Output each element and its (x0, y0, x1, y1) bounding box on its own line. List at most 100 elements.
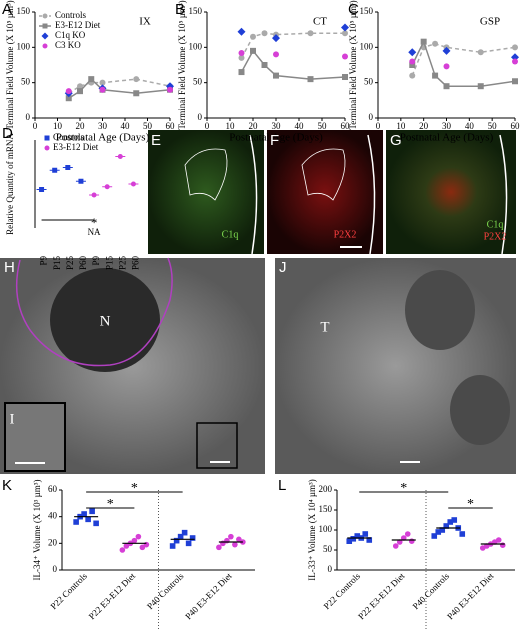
x-tick-label: P40 E3-E12 Diet (183, 570, 234, 621)
y-tick-label: 50 (364, 77, 374, 87)
image-E (148, 130, 264, 255)
annotation: * (91, 215, 98, 230)
x-tick-label: 30 (272, 121, 282, 131)
y-tick-label: 150 (360, 6, 374, 16)
marker (495, 537, 502, 543)
panel-letter: K (2, 477, 12, 494)
marker (238, 69, 245, 76)
marker (238, 54, 245, 61)
marker (342, 53, 348, 60)
x-tick-label: 50 (488, 121, 498, 131)
image-label: P2X2 (484, 231, 507, 242)
marker (354, 533, 361, 539)
marker (431, 533, 438, 539)
y-axis-label: Terminal Field Volume (X 10⁵ µm³) (5, 0, 15, 129)
chart-title: GSP (480, 16, 500, 28)
marker (404, 531, 411, 537)
image-H (0, 257, 265, 474)
panel-letter: C (348, 1, 359, 18)
panel-letter: A (2, 1, 12, 18)
marker (512, 44, 518, 51)
image-G (386, 130, 516, 255)
image-label: C1q (222, 229, 239, 240)
marker (443, 63, 450, 70)
x-tick-label: 50 (318, 121, 328, 131)
marker (133, 76, 140, 83)
x-tick-label: P60 (131, 256, 141, 271)
marker (167, 86, 173, 93)
legend-label: Controls (55, 10, 87, 20)
marker (366, 537, 373, 543)
legend-label: Controls (53, 132, 85, 142)
y-tick-label: 100 (17, 41, 31, 51)
image-F (267, 130, 383, 255)
marker (81, 511, 87, 517)
panel-letter: F (270, 132, 279, 149)
y-tick-label: 0 (198, 112, 203, 122)
y-axis-label: Relative Quantity of mRNA (5, 133, 15, 235)
marker (512, 78, 518, 85)
annotation: * (400, 481, 407, 496)
y-tick-label: 50 (323, 544, 333, 554)
x-tick-label: 10 (53, 121, 63, 131)
marker (177, 533, 184, 540)
annotation: * (467, 497, 474, 512)
marker (499, 542, 506, 548)
y-axis-label: IL-33⁺ Volume (X 10⁴ µm³) (307, 479, 317, 580)
marker (511, 53, 519, 62)
marker (216, 544, 222, 551)
x-tick-label: P40 Controls (145, 570, 186, 611)
x-tick-label: P22 E3-E12 Diet (87, 570, 138, 621)
y-tick-label: 50 (21, 77, 31, 87)
chart-title: IX (139, 16, 151, 28)
marker (362, 531, 369, 537)
x-tick-label: 0 (205, 121, 210, 131)
x-tick-label: 0 (376, 121, 381, 131)
y-tick-label: 60 (48, 484, 58, 494)
marker (238, 49, 245, 56)
marker (169, 543, 176, 549)
x-tick-label: P22 Controls (322, 570, 363, 611)
chart-title: CT (313, 16, 327, 28)
marker (392, 543, 399, 549)
marker (477, 49, 484, 56)
y-tick-label: 0 (53, 564, 58, 574)
image-label: N (100, 313, 111, 329)
y-tick-label: 40 (48, 511, 58, 521)
y-tick-label: 0 (328, 564, 333, 574)
x-tick-label: P60 (78, 256, 88, 271)
series-line (240, 49, 346, 80)
marker (341, 23, 349, 32)
marker (131, 537, 138, 544)
marker (65, 88, 72, 95)
marker (73, 519, 79, 525)
legend-marker (41, 32, 49, 40)
marker (189, 535, 196, 541)
y-tick-label: 150 (17, 6, 31, 16)
marker (139, 544, 146, 551)
panel-letter: D (2, 125, 13, 142)
y-tick-label: 150 (189, 6, 203, 16)
x-tick-label: P40 Controls (411, 570, 452, 611)
legend-marker (44, 135, 50, 141)
panel-letter: B (175, 1, 185, 18)
annotation: * (107, 497, 114, 512)
x-tick-label: 20 (249, 121, 259, 131)
marker (477, 83, 484, 90)
marker (77, 88, 83, 95)
marker (99, 79, 106, 86)
marker (432, 72, 439, 79)
x-tick-label: P40 E3-E12 Diet (445, 570, 496, 621)
x-tick-label: P25 (117, 256, 127, 271)
y-tick-label: 50 (193, 77, 203, 87)
marker (77, 83, 83, 90)
marker (123, 543, 130, 549)
marker (432, 40, 439, 47)
marker (442, 46, 451, 55)
y-tick-label: 0 (369, 112, 374, 122)
annotation: NA (88, 227, 101, 237)
series-line (68, 78, 171, 99)
marker (133, 90, 140, 97)
y-tick-label: 0 (26, 112, 31, 122)
marker (89, 508, 95, 515)
